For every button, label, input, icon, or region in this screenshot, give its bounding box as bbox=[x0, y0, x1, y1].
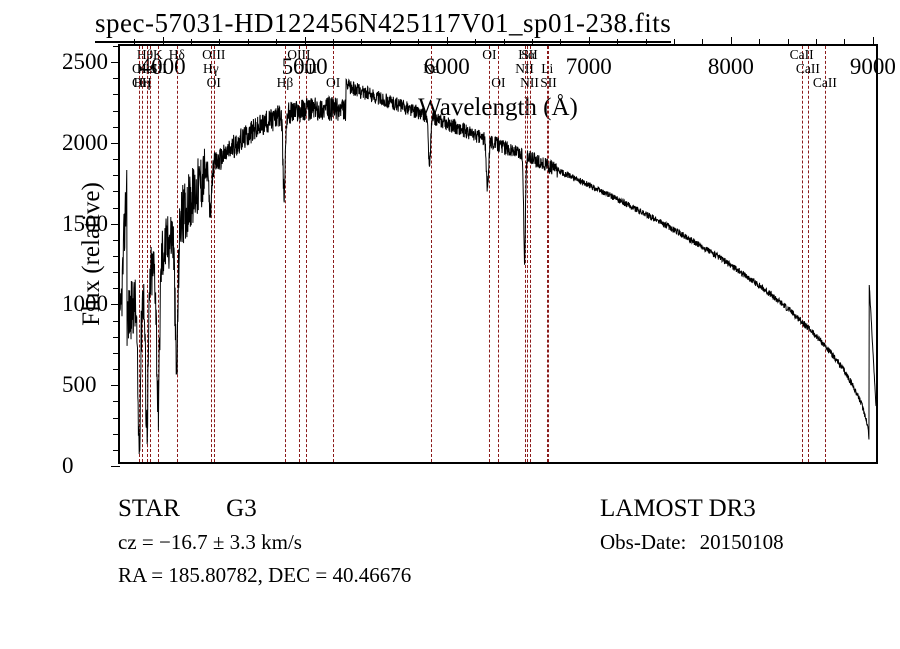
y-tick-label-500: 500 bbox=[62, 372, 97, 398]
y-minor-tick-200 bbox=[113, 434, 120, 435]
x-minor-tick-4800 bbox=[276, 39, 277, 46]
y-minor-tick-1100 bbox=[113, 288, 120, 289]
y-tick-label-0: 0 bbox=[62, 453, 74, 479]
y-minor-tick-700 bbox=[113, 353, 120, 354]
y-tick-mark-1500 bbox=[111, 224, 120, 225]
star-info: STAR G3 bbox=[118, 495, 257, 523]
x-minor-tick-5400 bbox=[361, 39, 362, 46]
x-minor-tick-7800 bbox=[702, 39, 703, 46]
y-minor-tick-400 bbox=[113, 401, 120, 402]
y-tick-label-2000: 2000 bbox=[62, 130, 108, 156]
x-minor-tick-8800 bbox=[844, 39, 845, 46]
x-minor-tick-4600 bbox=[248, 39, 249, 46]
x-tick-mark-6000 bbox=[447, 37, 448, 46]
plot-area: Flux (relative) Wavelength (Å) 0 500 1000 1… bbox=[118, 44, 878, 464]
cz-info: cz = −16.7 ± 3.3 km/s bbox=[118, 530, 302, 555]
x-minor-tick-8200 bbox=[759, 39, 760, 46]
x-minor-tick-5600 bbox=[390, 39, 391, 46]
spectrum-figure: spec-57031-HD122456N425117V01_sp01-238.f… bbox=[0, 0, 900, 649]
y-tick-label-2500: 2500 bbox=[62, 49, 108, 75]
x-minor-tick-6400 bbox=[504, 39, 505, 46]
x-minor-tick-7600 bbox=[674, 39, 675, 46]
x-minor-tick-7200 bbox=[617, 39, 618, 46]
y-tick-label-1000: 1000 bbox=[62, 291, 108, 317]
spectrum-curve[interactable] bbox=[120, 46, 876, 462]
x-minor-tick-8600 bbox=[816, 39, 817, 46]
y-minor-tick-2100 bbox=[113, 127, 120, 128]
survey-info: LAMOST DR3 bbox=[600, 495, 756, 523]
x-tick-mark-4000 bbox=[163, 37, 164, 46]
y-tick-mark-2500 bbox=[111, 62, 120, 63]
y-minor-tick-100 bbox=[113, 450, 120, 451]
x-tick-mark-7000 bbox=[589, 37, 590, 46]
x-tick-mark-9000 bbox=[873, 37, 874, 46]
x-minor-tick-7400 bbox=[646, 39, 647, 46]
x-tick-mark-8000 bbox=[731, 37, 732, 46]
x-minor-tick-6200 bbox=[475, 39, 476, 46]
obsdate-info: Obs-Date: 20150108 bbox=[600, 530, 784, 555]
plot-title: spec-57031-HD122456N425117V01_sp01-238.f… bbox=[95, 8, 671, 43]
y-tick-label-1500: 1500 bbox=[62, 211, 108, 237]
x-minor-tick-5800 bbox=[418, 39, 419, 46]
y-tick-mark-0 bbox=[111, 466, 120, 467]
y-minor-tick-1900 bbox=[113, 159, 120, 160]
y-minor-tick-2600 bbox=[113, 46, 120, 47]
y-tick-mark-1000 bbox=[111, 304, 120, 305]
radec-info: RA = 185.80782, DEC = 40.46676 bbox=[118, 563, 411, 588]
y-minor-tick-800 bbox=[113, 337, 120, 338]
y-minor-tick-900 bbox=[113, 321, 120, 322]
x-minor-tick-6800 bbox=[560, 39, 561, 46]
y-minor-tick-1200 bbox=[113, 272, 120, 273]
y-minor-tick-1600 bbox=[113, 208, 120, 209]
y-minor-tick-2300 bbox=[113, 94, 120, 95]
x-minor-tick-3800 bbox=[134, 39, 135, 46]
y-minor-tick-2200 bbox=[113, 111, 120, 112]
y-minor-tick-600 bbox=[113, 369, 120, 370]
x-minor-tick-8400 bbox=[788, 39, 789, 46]
x-tick-mark-5000 bbox=[305, 37, 306, 46]
y-minor-tick-1800 bbox=[113, 175, 120, 176]
x-minor-tick-4400 bbox=[219, 39, 220, 46]
y-tick-mark-2000 bbox=[111, 143, 120, 144]
y-minor-tick-1700 bbox=[113, 191, 120, 192]
y-minor-tick-2400 bbox=[113, 78, 120, 79]
y-minor-tick-1400 bbox=[113, 240, 120, 241]
y-minor-tick-300 bbox=[113, 418, 120, 419]
y-minor-tick-1300 bbox=[113, 256, 120, 257]
x-minor-tick-6600 bbox=[532, 39, 533, 46]
x-minor-tick-5200 bbox=[333, 39, 334, 46]
y-tick-mark-500 bbox=[111, 385, 120, 386]
x-minor-tick-4200 bbox=[191, 39, 192, 46]
